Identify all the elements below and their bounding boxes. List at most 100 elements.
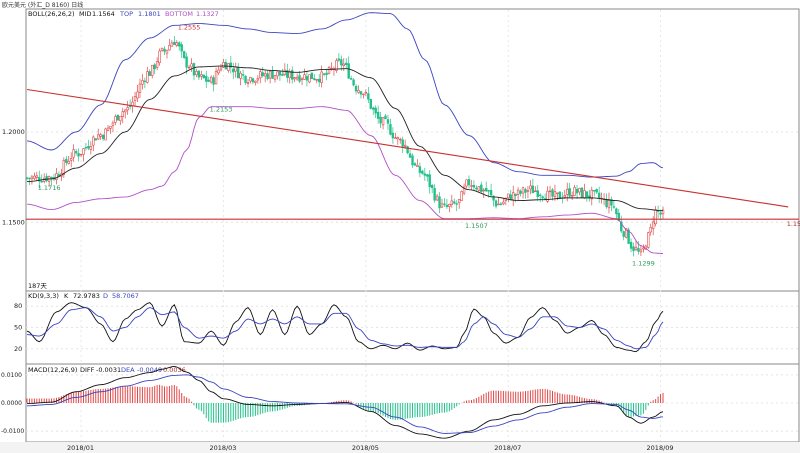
candle-body [291, 70, 294, 80]
candle [443, 198, 446, 207]
candle [445, 199, 449, 209]
candle-body [45, 176, 48, 182]
candle-body [556, 192, 559, 194]
candle-body [573, 187, 576, 196]
candle [298, 71, 301, 84]
candle [585, 191, 589, 202]
candle [460, 190, 463, 201]
macd-value: 0.0036 [163, 366, 186, 374]
candle-body [391, 132, 395, 139]
candle [627, 227, 630, 244]
candle [94, 138, 97, 141]
candle-body [467, 179, 471, 186]
candle [426, 173, 429, 182]
boll-mid-label: MID [79, 10, 92, 18]
candle-body [325, 72, 328, 75]
candle-body [276, 71, 279, 77]
candle-body [509, 194, 512, 201]
candle-body [327, 67, 331, 74]
candle-body [367, 93, 370, 100]
candle [386, 114, 390, 131]
candle-body [298, 75, 301, 82]
candle [524, 187, 527, 199]
candle [467, 175, 471, 189]
candle-body [627, 229, 630, 244]
candle-body [534, 190, 537, 193]
candle-body [148, 71, 151, 76]
candle [430, 183, 434, 194]
candle [570, 191, 574, 200]
price-panel[interactable] [25, 8, 800, 292]
candle [423, 167, 427, 181]
candle [497, 197, 500, 206]
candle [534, 186, 537, 193]
candle-body [494, 200, 498, 207]
candle-body [340, 59, 343, 66]
candle [278, 71, 282, 81]
candle-body [497, 203, 500, 206]
candle-body [507, 193, 510, 199]
candle [597, 186, 601, 204]
candle [119, 115, 122, 126]
candle [308, 74, 311, 84]
candle-body [462, 186, 466, 194]
candle [634, 240, 638, 252]
candle [369, 98, 372, 110]
downtrend-line[interactable] [26, 88, 789, 208]
candle [89, 141, 93, 155]
candle [72, 144, 75, 162]
candle-body [354, 85, 358, 92]
candle [411, 153, 414, 168]
candle [455, 200, 458, 212]
candle-body [617, 212, 620, 222]
candle-body [79, 153, 83, 156]
candle [175, 40, 178, 48]
candle-body [386, 119, 390, 124]
candle [30, 174, 34, 185]
window-title: 欧元美元 (外汇_D 8160) 日线 [2, 1, 83, 9]
candle-body [524, 189, 527, 193]
candle-body [487, 190, 490, 192]
macd-dea-value: -0.0049 [137, 366, 162, 374]
candle [187, 64, 191, 69]
candle-body [141, 80, 144, 85]
candle [352, 78, 355, 87]
candle-body [205, 75, 208, 82]
candle-body [163, 48, 166, 52]
macd-diff-label: DIFF [80, 366, 95, 374]
title-bar [0, 0, 800, 8]
candle [318, 74, 321, 87]
candle-body [133, 96, 137, 101]
candle-body [143, 80, 147, 83]
candle-body [406, 146, 409, 154]
candle [116, 114, 120, 121]
candle [136, 84, 139, 102]
candle [101, 133, 105, 141]
candle-body [229, 62, 233, 68]
candle-body [114, 116, 117, 123]
candle [170, 40, 174, 47]
candle-body [158, 50, 161, 64]
candle-body [595, 189, 598, 193]
candle-body [575, 188, 579, 194]
candle [138, 78, 142, 98]
candle [563, 189, 566, 199]
candle-body [357, 90, 360, 93]
candle-body [281, 74, 284, 76]
candle [325, 68, 328, 81]
candle [416, 159, 419, 168]
x-tick-label: 2018/03 [209, 444, 236, 452]
candle-body [553, 191, 557, 197]
candle [268, 69, 272, 84]
candle-body [605, 198, 608, 208]
candle [482, 188, 485, 199]
candle [104, 127, 107, 141]
candle [526, 186, 530, 199]
candle-body [440, 203, 444, 208]
kd-tick-label: 20 [14, 345, 22, 353]
candle-body [345, 62, 348, 65]
candle-body [109, 125, 112, 129]
boll-upper-line [26, 12, 664, 178]
candle [374, 105, 377, 118]
